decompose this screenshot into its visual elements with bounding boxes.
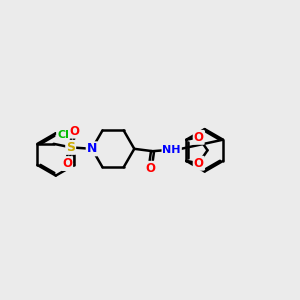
Text: N: N xyxy=(87,142,97,155)
Text: O: O xyxy=(145,162,155,175)
Text: NH: NH xyxy=(162,145,181,155)
Text: O: O xyxy=(194,157,204,170)
Text: O: O xyxy=(194,131,204,144)
Text: O: O xyxy=(69,125,79,138)
Text: O: O xyxy=(62,157,72,170)
Text: Cl: Cl xyxy=(57,130,69,140)
Text: S: S xyxy=(66,141,75,154)
